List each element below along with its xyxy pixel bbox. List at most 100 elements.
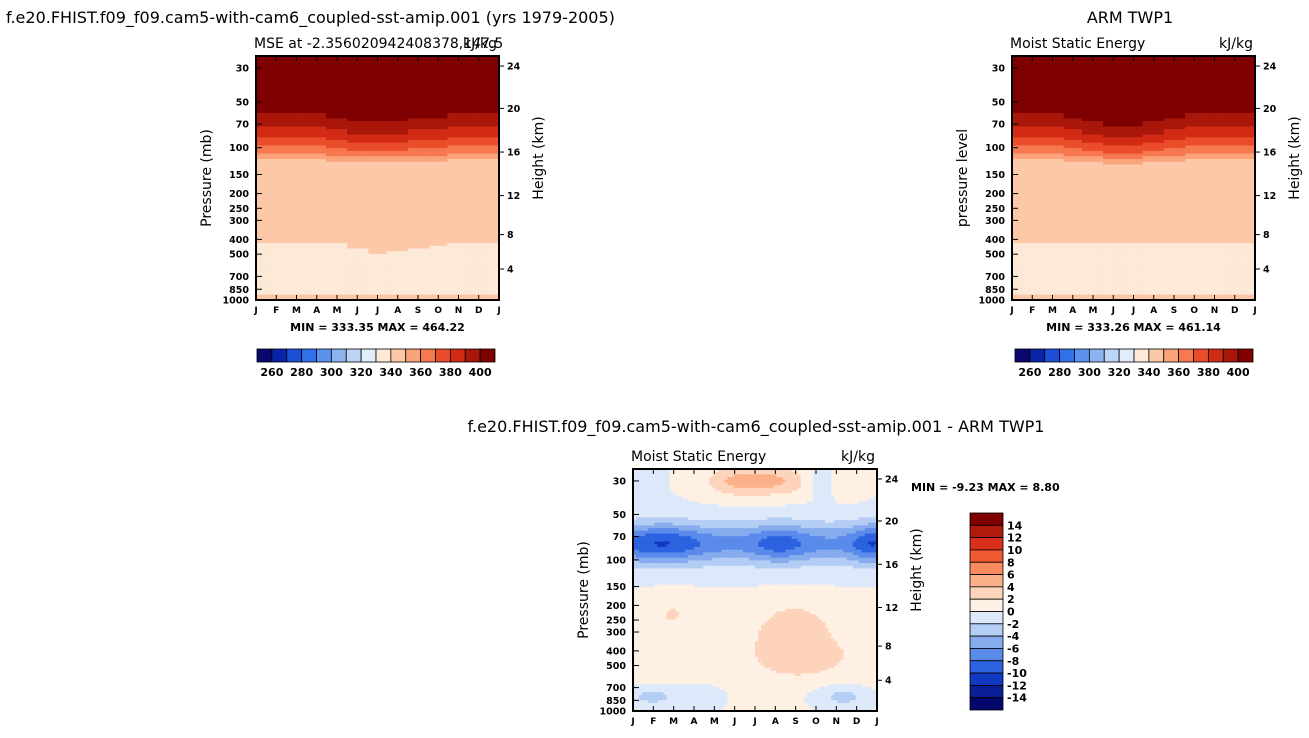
field-cell <box>420 159 424 163</box>
field-cell <box>304 175 309 179</box>
field-cell <box>450 107 455 111</box>
field-cell <box>331 129 336 133</box>
field-cell <box>377 134 382 138</box>
field-cell <box>410 61 415 65</box>
field-cell <box>334 178 339 182</box>
field-cell <box>420 175 424 179</box>
field-cell <box>416 126 421 130</box>
field-cell <box>495 131 500 136</box>
field-cell <box>410 215 415 220</box>
field-cell <box>413 77 418 81</box>
field-cell <box>262 64 266 68</box>
field-cell <box>331 178 336 182</box>
field-cell <box>468 145 473 149</box>
field-cell <box>426 172 430 176</box>
field-cell <box>365 172 369 176</box>
field-cell <box>474 56 479 60</box>
field-cell <box>295 178 300 182</box>
field-cell <box>492 180 497 185</box>
field-cell <box>416 134 421 138</box>
field-cell <box>413 172 418 176</box>
field-cell <box>310 66 315 71</box>
field-cell <box>413 61 418 65</box>
field-cell <box>268 161 272 166</box>
field-cell <box>256 72 260 76</box>
field-cell <box>398 77 403 81</box>
field-cell <box>410 156 415 160</box>
field-cell <box>313 153 318 157</box>
field-cell <box>435 102 439 106</box>
field-cell <box>328 196 333 201</box>
field-cell <box>489 80 494 84</box>
field-cell <box>271 178 275 182</box>
field-cell <box>316 123 321 128</box>
field-cell <box>359 156 363 160</box>
field-cell <box>338 178 342 182</box>
field-cell <box>298 142 303 147</box>
field-cell <box>277 137 281 141</box>
field-cell <box>325 210 330 214</box>
field-cell <box>334 169 339 174</box>
field-cell <box>474 83 479 87</box>
field-cell <box>486 96 491 100</box>
field-cell <box>423 175 427 179</box>
field-cell <box>474 96 479 100</box>
field-cell <box>280 188 284 193</box>
field-cell <box>371 77 376 81</box>
field-cell <box>344 183 348 187</box>
field-cell <box>271 107 275 111</box>
field-cell <box>432 96 436 100</box>
field-cell <box>322 169 327 174</box>
field-cell <box>459 115 464 119</box>
field-cell <box>392 191 397 195</box>
field-cell <box>362 148 366 152</box>
field-cell <box>453 183 458 187</box>
field-cell <box>262 102 266 106</box>
field-cell <box>325 64 330 68</box>
field-cell <box>347 175 351 179</box>
field-cell <box>368 88 373 92</box>
field-cell <box>386 115 391 119</box>
field-cell <box>462 88 467 92</box>
field-cell <box>328 172 333 176</box>
field-cell <box>395 88 400 92</box>
field-cell <box>304 191 309 195</box>
field-cell <box>359 153 363 157</box>
field-cell <box>301 191 306 195</box>
field-cell <box>310 93 315 98</box>
field-cell <box>447 167 451 171</box>
field-cell <box>277 202 281 206</box>
field-cell <box>471 194 476 198</box>
field-cell <box>377 123 382 128</box>
field-cell <box>334 88 339 92</box>
field-cell <box>383 186 388 190</box>
field-cell <box>277 207 281 212</box>
field-cell <box>444 142 448 147</box>
field-cell <box>465 110 470 114</box>
field-cell <box>407 178 412 182</box>
field-cell <box>477 202 482 206</box>
field-cell <box>344 159 348 163</box>
field-cell <box>371 126 376 130</box>
field-cell <box>280 102 284 106</box>
field-cell <box>483 131 488 136</box>
field-cell <box>413 156 418 160</box>
field-cell <box>429 102 433 106</box>
field-cell <box>389 123 394 128</box>
field-cell <box>462 131 467 136</box>
field-cell <box>395 85 400 90</box>
field-cell <box>426 66 430 71</box>
field-cell <box>462 207 467 212</box>
field-cell <box>359 115 363 119</box>
field-cell <box>374 104 379 109</box>
field-cell <box>277 96 281 100</box>
field-cell <box>459 61 464 65</box>
field-cell <box>259 169 263 174</box>
field-cell <box>459 161 464 166</box>
field-cell <box>295 145 300 149</box>
field-cell <box>438 207 442 212</box>
field-cell <box>319 64 324 68</box>
field-cell <box>398 110 403 114</box>
field-cell <box>347 178 351 182</box>
field-cell <box>365 58 369 63</box>
